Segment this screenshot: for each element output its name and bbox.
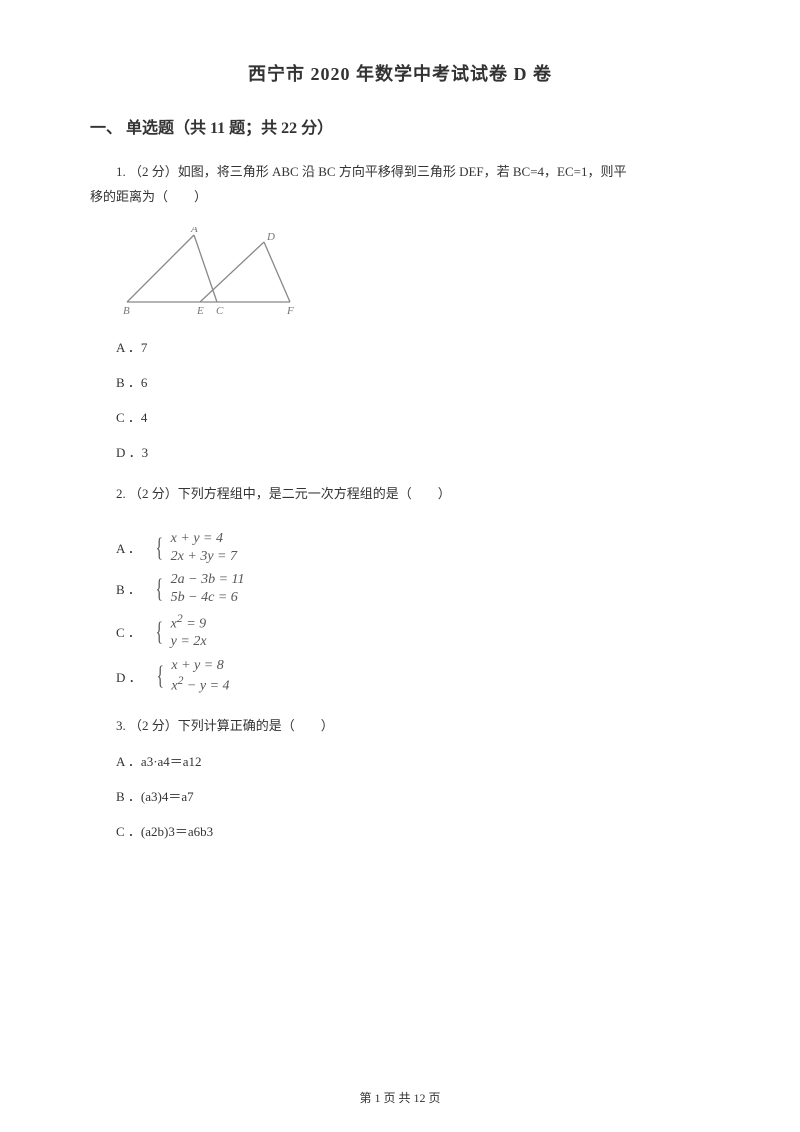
page-footer: 第 1 页 共 12 页: [0, 1089, 800, 1106]
q2-text: 2. （2 分）下列方程组中，是二元一次方程组的是（ ）: [90, 482, 710, 507]
q3-option-b: B ．(a3)4＝a7: [116, 787, 710, 808]
q2-c-eq1: x2 = 9: [171, 612, 207, 633]
q3-option-c: C ．(a2b)3＝a6b3: [116, 822, 710, 843]
q2-option-a: A ． { x + y = 4 2x + 3y = 7: [116, 530, 710, 565]
svg-text:A: A: [190, 227, 198, 235]
q1-option-c: C ．4: [116, 408, 710, 429]
svg-text:F: F: [286, 305, 294, 317]
q1-option-d: D ．3: [116, 443, 710, 464]
q3-option-a: A ．a3·a4＝a12: [116, 752, 710, 773]
q1-text-line2: 移的距离为（ ）: [90, 185, 710, 210]
q1-text-line1: 1. （2 分）如图，将三角形 ABC 沿 BC 方向平移得到三角形 DEF，若…: [90, 160, 710, 185]
q2-a-eq1: x + y = 4: [171, 530, 237, 548]
q2-option-b: B ． { 2a − 3b = 11 5b − 4c = 6: [116, 571, 710, 606]
q2-option-c-label: C ．: [116, 622, 141, 641]
q2-c-eq2: y = 2x: [171, 633, 207, 651]
equation-system-icon: { x2 = 9 y = 2x: [153, 612, 207, 651]
q2-b-eq1: 2a − 3b = 11: [171, 571, 245, 589]
q2-option-d-label: D ．: [116, 667, 142, 686]
q2-option-c: C ． { x2 = 9 y = 2x: [116, 612, 710, 651]
question-2: 2. （2 分）下列方程组中，是二元一次方程组的是（ ） A ． { x + y…: [90, 482, 710, 696]
q2-option-d: D ． { x + y = 8 x2 − y = 4: [116, 657, 710, 696]
q2-d-eq2: x2 − y = 4: [171, 674, 229, 695]
page-title: 西宁市 2020 年数学中考试试卷 D 卷: [90, 60, 710, 86]
question-3: 3. （2 分）下列计算正确的是（ ） A ．a3·a4＝a12 B ．(a3)…: [90, 714, 710, 843]
q2-a-eq2: 2x + 3y = 7: [171, 548, 237, 566]
q1-option-a: A ．7: [116, 338, 710, 359]
equation-system-icon: { x + y = 4 2x + 3y = 7: [153, 530, 237, 565]
q2-b-eq2: 5b − 4c = 6: [171, 589, 245, 607]
q2-d-eq1: x + y = 8: [171, 657, 229, 675]
equation-system-icon: { 2a − 3b = 11 5b − 4c = 6: [153, 571, 245, 606]
q2-option-a-label: A ．: [116, 538, 141, 557]
q3-text: 3. （2 分）下列计算正确的是（ ）: [90, 714, 710, 739]
svg-text:E: E: [196, 305, 204, 317]
section-heading: 一、 单选题（共 11 题；共 22 分）: [90, 114, 710, 138]
question-1: 1. （2 分）如图，将三角形 ABC 沿 BC 方向平移得到三角形 DEF，若…: [90, 160, 710, 464]
svg-text:B: B: [123, 305, 130, 317]
q1-option-b: B ．6: [116, 373, 710, 394]
svg-text:C: C: [216, 305, 224, 317]
q2-option-b-label: B ．: [116, 579, 141, 598]
q1-diagram: A D B EC F: [122, 227, 710, 324]
equation-system-icon: { x + y = 8 x2 − y = 4: [154, 657, 230, 696]
svg-text:D: D: [266, 231, 275, 243]
